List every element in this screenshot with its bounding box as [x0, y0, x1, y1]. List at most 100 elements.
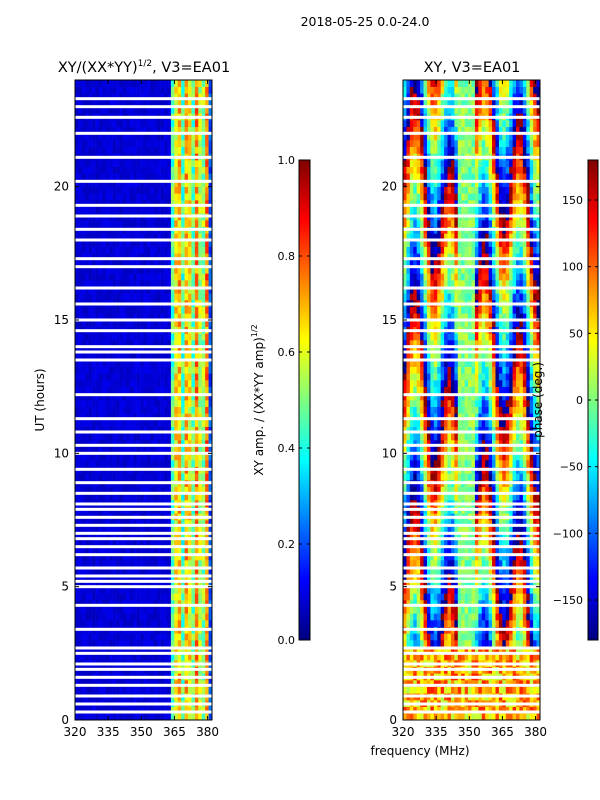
heatmap-cell: [471, 680, 476, 687]
heatmap-cell: [167, 273, 172, 281]
heatmap-cell: [92, 333, 96, 341]
heatmap-cell: [92, 146, 96, 154]
heatmap-cell: [92, 386, 96, 394]
heatmap-cell: [105, 520, 110, 527]
heatmap-cell: [102, 160, 107, 167]
heatmap-cell: [126, 713, 131, 721]
heatmap-cell: [109, 406, 113, 414]
heatmap-cell: [98, 586, 103, 594]
heatmap-cell: [88, 253, 93, 261]
heatmap-cell: [205, 120, 209, 127]
heatmap-cell: [481, 553, 486, 561]
heatmap-cell: [133, 533, 137, 541]
heatmap-cell: [167, 553, 172, 561]
heatmap-cell: [181, 600, 185, 607]
heatmap-cell: [447, 546, 452, 554]
heatmap-cell: [498, 600, 503, 607]
heatmap-cell: [119, 646, 124, 654]
heatmap-cell: [129, 540, 134, 547]
heatmap-cell: [444, 600, 448, 607]
heatmap-cell: [505, 580, 510, 587]
heatmap-cell: [81, 286, 86, 294]
heatmap-cell: [167, 526, 172, 534]
heatmap-cell: [146, 600, 151, 607]
heatmap-cell: [98, 180, 103, 187]
heatmap-cell: [122, 246, 127, 254]
heatmap-cell: [198, 193, 203, 201]
heatmap-cell: [174, 686, 179, 694]
heatmap-cell: [129, 613, 134, 621]
heatmap-cell: [519, 600, 524, 607]
heatmap-cell: [167, 646, 172, 654]
heatmap-cell: [181, 266, 185, 274]
heatmap-cell: [105, 566, 110, 574]
heatmap-cell: [129, 520, 134, 527]
heatmap-cell: [150, 80, 155, 87]
heatmap-cell: [109, 686, 113, 694]
heatmap-cell: [164, 713, 168, 721]
heatmap-cell: [461, 613, 465, 621]
heatmap-cell: [92, 633, 96, 641]
heatmap-cell: [170, 100, 175, 107]
heatmap-cell: [109, 140, 113, 147]
heatmap-cell: [119, 120, 124, 127]
heatmap-cell: [492, 620, 496, 627]
heatmap-cell: [160, 453, 165, 461]
heatmap-cell: [122, 493, 127, 501]
heatmap-cell: [92, 706, 96, 714]
heatmap-cell: [146, 193, 151, 201]
heatmap-cell: [81, 200, 86, 207]
heatmap-cell: [208, 106, 213, 114]
heatmap-cell: [478, 653, 483, 661]
heatmap-cell: [112, 266, 117, 274]
heatmap-cell: [170, 346, 175, 354]
heatmap-cell: [164, 613, 168, 621]
heatmap-cell: [109, 246, 113, 254]
heatmap-cell: [143, 260, 148, 267]
heatmap-cell: [133, 486, 137, 494]
heatmap-cell: [122, 713, 127, 721]
heatmap-cell: [116, 126, 120, 134]
heatmap-cell: [109, 413, 113, 421]
heatmap-cell: [160, 560, 165, 567]
heatmap-cell: [126, 400, 131, 407]
heatmap-cell: [450, 653, 455, 661]
heatmap-cell: [116, 260, 120, 267]
heatmap-cell: [98, 546, 103, 554]
heatmap-cell: [450, 680, 455, 687]
heatmap-cell: [184, 413, 189, 421]
heatmap-cell: [88, 206, 93, 214]
heatmap-cell: [136, 440, 141, 447]
heatmap-cell: [420, 620, 424, 627]
heatmap-cell: [188, 200, 192, 207]
heatmap-cell: [167, 600, 172, 607]
heatmap-cell: [201, 426, 206, 434]
heatmap-cell: [198, 680, 203, 687]
heatmap-cell: [109, 126, 113, 134]
heatmap-cell: [188, 206, 192, 214]
heatmap-cell: [198, 633, 203, 641]
heatmap-cell: [184, 260, 189, 267]
heatmap-cell: [526, 580, 531, 587]
heatmap-cell: [208, 306, 213, 314]
heatmap-cell: [102, 353, 107, 361]
heatmap-cell: [416, 553, 421, 561]
heatmap-cell: [75, 126, 79, 134]
heatmap-cell: [188, 186, 192, 194]
heatmap-cell: [188, 393, 192, 401]
heatmap-cell: [75, 146, 79, 154]
heatmap-cell: [98, 646, 103, 654]
heatmap-cell: [109, 640, 113, 647]
heatmap-cell: [129, 306, 134, 314]
heatmap-cell: [485, 713, 489, 721]
heatmap-cell: [150, 446, 155, 454]
heatmap-cell: [122, 566, 127, 574]
heatmap-cell: [133, 246, 137, 254]
heatmap-cell: [450, 600, 455, 607]
heatmap-cell: [81, 306, 86, 314]
heatmap-cell: [157, 486, 161, 494]
heatmap-cell: [136, 646, 141, 654]
heatmap-cell: [174, 713, 179, 721]
heatmap-cell: [184, 646, 189, 654]
heatmap-cell: [140, 320, 144, 327]
